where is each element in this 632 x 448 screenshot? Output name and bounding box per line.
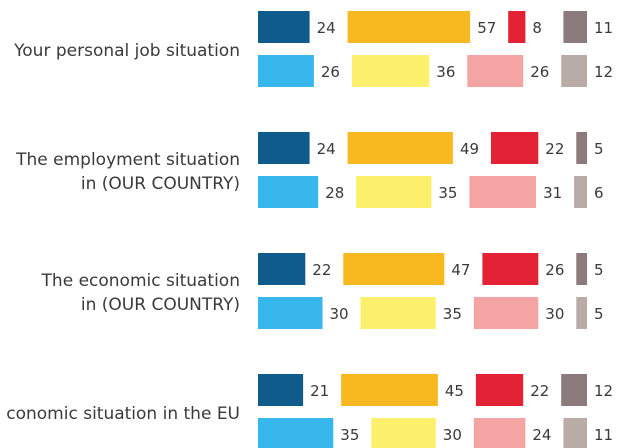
data-label: 26 xyxy=(545,261,564,279)
bar-segment xyxy=(563,11,587,43)
data-label: 6 xyxy=(594,184,604,202)
category-label: conomic situation in the EU xyxy=(6,404,240,424)
data-label: 11 xyxy=(594,426,613,444)
data-label: 12 xyxy=(594,63,613,81)
bar-segment xyxy=(356,176,432,208)
data-label: 35 xyxy=(443,305,462,323)
bar-segment xyxy=(561,374,587,406)
data-label: 31 xyxy=(543,184,562,202)
bar-segment xyxy=(576,297,588,329)
data-label: 5 xyxy=(594,305,604,323)
category-label: Your personal job situation xyxy=(13,41,240,61)
data-label: 24 xyxy=(317,19,336,37)
data-label: 12 xyxy=(594,382,613,400)
data-label: 22 xyxy=(545,140,564,158)
data-label: 49 xyxy=(460,140,479,158)
bar-segment xyxy=(258,374,304,406)
data-label: 5 xyxy=(594,261,604,279)
bar-segment xyxy=(508,11,526,43)
data-label: 47 xyxy=(451,261,470,279)
data-label: 30 xyxy=(443,426,462,444)
data-label: 35 xyxy=(438,184,457,202)
bar-segment xyxy=(561,55,587,87)
data-label: 28 xyxy=(325,184,344,202)
bar-segment xyxy=(258,297,323,329)
bar-segment xyxy=(563,418,587,448)
data-label: 22 xyxy=(312,261,331,279)
bar-segment xyxy=(360,297,436,329)
bar-segment xyxy=(347,132,453,164)
bar-segment xyxy=(576,253,588,285)
bar-segment xyxy=(258,11,310,43)
bar-segment xyxy=(473,418,526,448)
bars: 24 57 8 11 26 36 26 12 24 49 22 5 28 35 31 6 22 47 26 5 30 35… xyxy=(258,11,613,448)
bar-segment xyxy=(475,374,524,406)
data-label: 57 xyxy=(477,19,496,37)
data-label: 21 xyxy=(310,382,329,400)
bar-segment xyxy=(576,132,588,164)
bar-segment xyxy=(258,418,334,448)
bar-segment xyxy=(258,132,310,164)
category-label: The employment situation xyxy=(15,150,240,170)
data-label: 45 xyxy=(445,382,464,400)
bar-segment xyxy=(473,297,539,329)
data-label: 26 xyxy=(321,63,340,81)
data-label: 5 xyxy=(594,140,604,158)
data-label: 30 xyxy=(330,305,349,323)
category-label: in (OUR COUNTRY) xyxy=(81,295,240,315)
data-label: 24 xyxy=(532,426,551,444)
data-label: 35 xyxy=(340,426,359,444)
bar-segment xyxy=(351,55,430,87)
data-label: 26 xyxy=(530,63,549,81)
bar-segment xyxy=(491,132,539,164)
data-label: 22 xyxy=(530,382,549,400)
category-label: The economic situation xyxy=(41,271,240,291)
bar-segment xyxy=(258,176,319,208)
bar-segment xyxy=(469,176,536,208)
bar-segment xyxy=(341,374,438,406)
bar-segment xyxy=(347,11,471,43)
bar-segment xyxy=(343,253,445,285)
bar-segment xyxy=(467,55,524,87)
bar-segment xyxy=(574,176,587,208)
data-label: 24 xyxy=(317,140,336,158)
bar-segment xyxy=(258,55,314,87)
data-label: 8 xyxy=(532,19,542,37)
data-label: 11 xyxy=(594,19,613,37)
bar-segment xyxy=(371,418,436,448)
bar-segment xyxy=(258,253,306,285)
bar-segment xyxy=(482,253,539,285)
data-label: 36 xyxy=(436,63,455,81)
data-label: 30 xyxy=(545,305,564,323)
category-label: in (OUR COUNTRY) xyxy=(81,174,240,194)
category-labels: Your personal job situation The employmen… xyxy=(6,41,240,424)
